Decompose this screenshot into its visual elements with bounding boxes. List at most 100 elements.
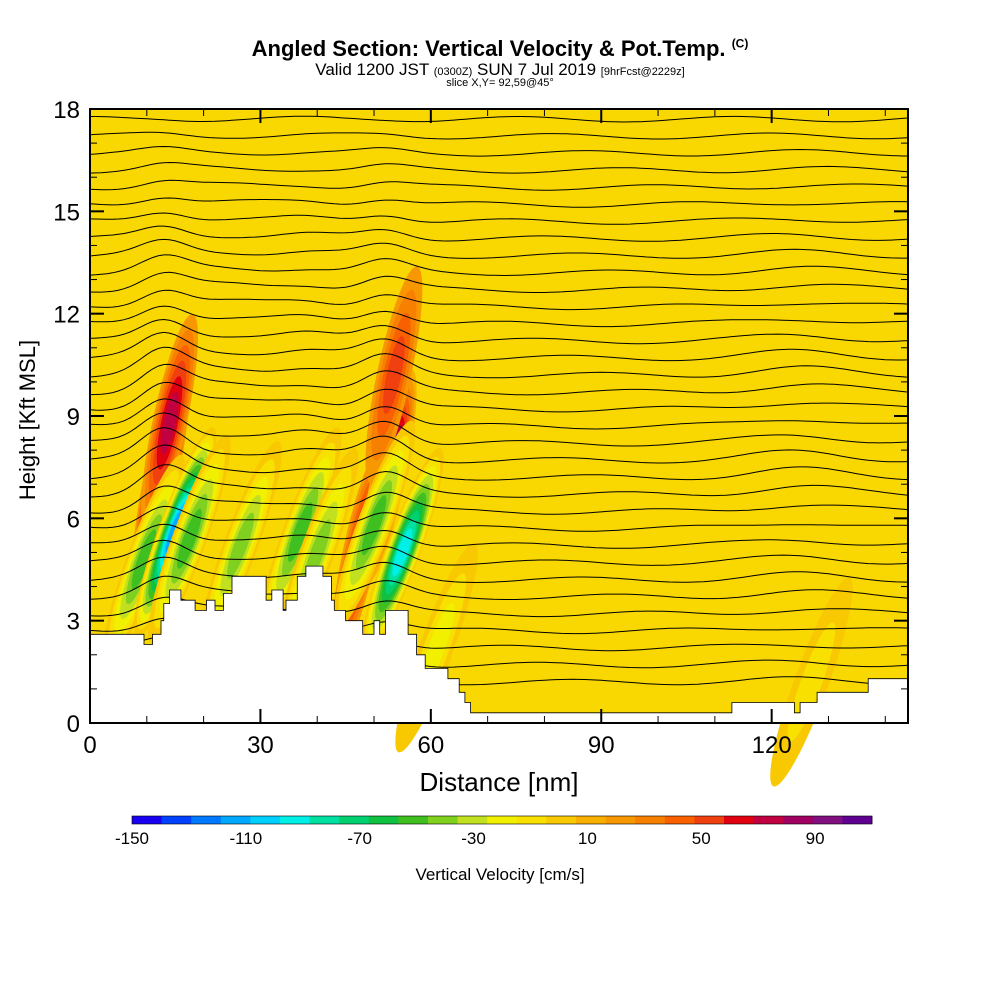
theta-contour-17 — [89, 363, 909, 396]
theta-contour-24 — [89, 254, 909, 277]
y-tick-label-6: 6 — [67, 506, 80, 533]
theta-contour-23 — [89, 271, 909, 293]
theta-contour-11 — [89, 464, 909, 498]
colorbar-swatch-3 — [220, 816, 251, 824]
x-tick-label-120: 120 — [752, 732, 792, 759]
theta-contour-5 — [89, 575, 909, 600]
theta-contour-7 — [89, 539, 909, 566]
theta-contour-30 — [89, 161, 909, 174]
colorbar-tick-label-50: 50 — [692, 829, 711, 848]
colorbar-swatch-18 — [664, 816, 695, 824]
y-tick-label-18: 18 — [53, 97, 80, 124]
colorbar-swatch-8 — [368, 816, 399, 824]
x-axis-label: Distance [nm] — [420, 767, 579, 797]
downdraft-core-5-5 — [131, 529, 157, 590]
colorbar-swatch-19 — [694, 816, 725, 824]
pot-temp-contours — [89, 115, 909, 686]
colorbar: -150 -110 -70 -30 10 50 90 — [115, 815, 873, 848]
valid-date: SUN 7 Jul 2019 — [476, 60, 597, 79]
colorbar-frame — [131, 815, 873, 825]
colorbar-swatch-9 — [398, 816, 429, 824]
colorbar-swatch-4 — [250, 816, 281, 824]
forecast-info: [9hrFcst@2229z] — [600, 66, 685, 78]
theta-contour-21 — [89, 305, 909, 328]
theta-contour-19 — [89, 331, 909, 362]
theta-contour-12 — [89, 444, 909, 481]
colorbar-swatch-5 — [280, 816, 310, 824]
y-tick-label-3: 3 — [67, 609, 80, 636]
y-tick-label-9: 9 — [67, 404, 80, 431]
colorbar-swatch-17 — [635, 816, 666, 824]
theta-contour-31 — [89, 145, 908, 157]
colorbar-swatch-10 — [428, 816, 458, 824]
updraft-core-1-5 — [160, 391, 179, 454]
colorbar-swatch-20 — [724, 816, 754, 824]
colorbar-swatch-23 — [812, 816, 843, 824]
colorbar-swatch-24 — [842, 816, 873, 824]
colorbar-swatch-16 — [605, 816, 636, 824]
chart-subtitle: Valid 1200 JST (0300Z) SUN 7 Jul 2019 [9… — [0, 60, 1000, 80]
y-tick-label-12: 12 — [53, 302, 80, 329]
colorbar-swatch-0 — [132, 816, 162, 824]
theta-contour-16 — [89, 382, 909, 413]
theta-contour-32 — [89, 131, 909, 140]
plot-axes: 0 30 60 90 120 0 3 6 9 12 15 18 — [53, 97, 909, 759]
chart-title-text: Angled Section: Vertical Velocity & Pot.… — [251, 36, 726, 61]
theta-contour-26 — [89, 225, 909, 242]
colorbar-swatch-15 — [576, 816, 606, 824]
downdraft-core-8-4 — [227, 512, 255, 579]
theta-contour-25 — [89, 238, 908, 259]
theta-contour-28 — [89, 197, 909, 208]
zulu-time: (0300Z) — [433, 66, 473, 78]
x-tick-label-90: 90 — [588, 732, 615, 759]
downdraft-core-14-1 — [787, 622, 836, 742]
y-axis-label: Height [Kft MSL] — [15, 340, 40, 500]
colorbar-swatch-13 — [516, 816, 547, 824]
theta-contour-9 — [89, 505, 909, 532]
downdraft-core-11-5 — [361, 495, 387, 556]
colorbar-tick-label--150: -150 — [115, 829, 149, 848]
theta-contour-10 — [89, 485, 909, 515]
colorbar-swatch-6 — [309, 816, 340, 824]
theta-contour-22 — [89, 289, 909, 311]
theta-contour-27 — [89, 212, 909, 225]
theta-contour-29 — [89, 179, 909, 191]
x-tick-label-0: 0 — [83, 732, 96, 759]
colorbar-tick-label-10: 10 — [578, 829, 597, 848]
x-tick-label-60: 60 — [417, 732, 444, 759]
theta-contour-20 — [89, 318, 909, 345]
y-tick-label-15: 15 — [53, 199, 80, 226]
colorbar-swatch-11 — [457, 816, 488, 824]
colorbar-label: Vertical Velocity [cm/s] — [415, 865, 584, 884]
colorbar-swatch-7 — [339, 816, 370, 824]
theta-contour-8 — [90, 523, 909, 549]
colorbar-swatch-1 — [161, 816, 192, 824]
chart-title: Angled Section: Vertical Velocity & Pot.… — [0, 36, 1000, 62]
colorbar-swatch-2 — [191, 816, 222, 824]
colorbar-tick-label--110: -110 — [229, 829, 262, 848]
chart-title-unit: (C) — [731, 36, 749, 51]
colorbar-tick-label--70: -70 — [347, 829, 372, 848]
terrain-outline — [89, 565, 909, 724]
theta-contour-13 — [89, 427, 909, 464]
colorbar-tick-label--30: -30 — [461, 829, 486, 848]
downdraft-core-12-9 — [392, 528, 413, 577]
theta-contour-18 — [89, 346, 909, 379]
x-tick-label-30: 30 — [247, 732, 274, 759]
theta-contour-15 — [89, 398, 908, 430]
theta-contour-14 — [89, 412, 909, 447]
colorbar-swatch-21 — [753, 816, 784, 824]
colorbar-tick-label-90: 90 — [806, 829, 825, 848]
colorbar-swatch-14 — [546, 816, 577, 824]
terrain-mask — [89, 565, 909, 724]
theta-contour-6 — [89, 556, 909, 584]
downdraft-core-9-5 — [287, 501, 313, 562]
updraft-core-4-3 — [383, 336, 405, 414]
downdraft-core-7-5 — [177, 508, 202, 569]
y-tick-label-0: 0 — [67, 711, 80, 738]
colorbar-swatch-12 — [487, 816, 518, 824]
valid-time: Valid 1200 JST — [315, 60, 429, 79]
slice-info: slice X,Y= 92,59@45° — [446, 77, 554, 89]
colorbar-swatch-22 — [783, 816, 814, 824]
